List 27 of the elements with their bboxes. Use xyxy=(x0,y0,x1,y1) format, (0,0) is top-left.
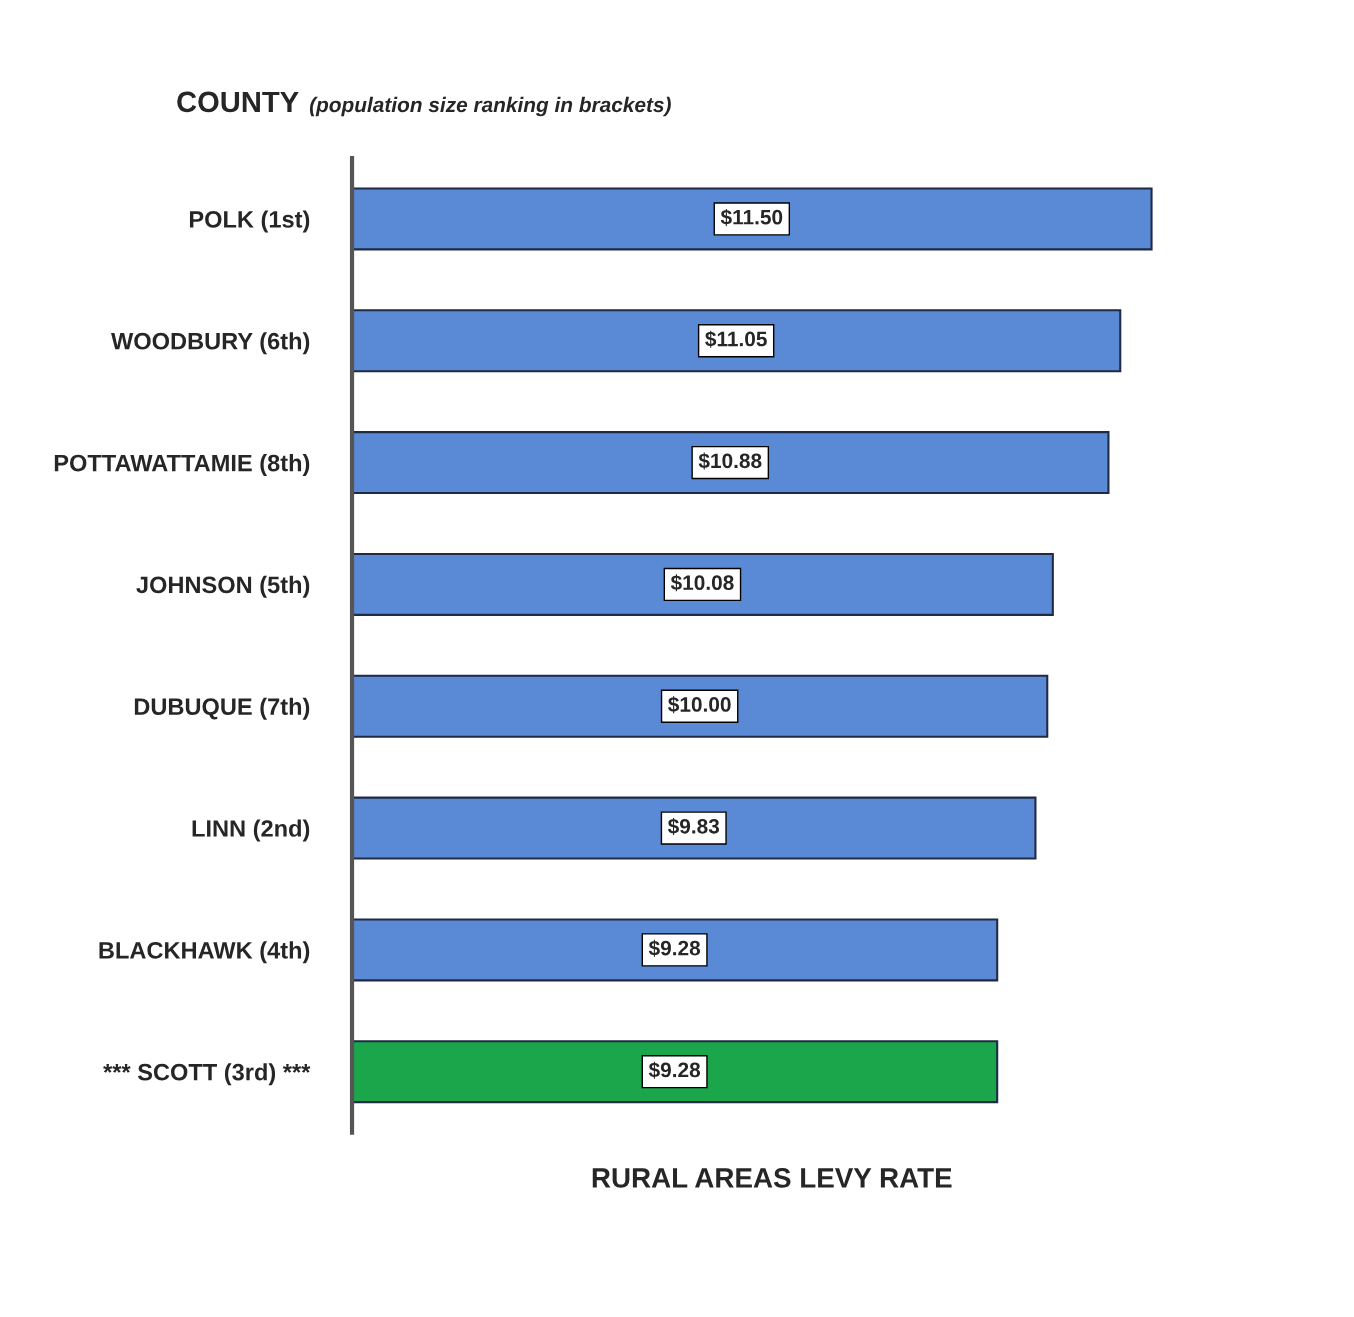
y-tick-label: POLK (1st) xyxy=(189,210,310,233)
y-tick-label: BLACKHAWK (4th) xyxy=(99,941,310,964)
data-label: $10.88 xyxy=(698,452,762,470)
bar xyxy=(352,918,999,982)
bar xyxy=(352,431,1110,495)
bar xyxy=(352,796,1037,860)
bar xyxy=(352,1040,999,1104)
bar xyxy=(352,187,1153,251)
x-axis-title: RURAL AREAS LEVY RATE xyxy=(592,1168,952,1188)
y-tick-label: WOODBURY (6th) xyxy=(111,332,310,355)
data-label: $10.08 xyxy=(670,574,734,592)
data-label: $11.05 xyxy=(705,330,767,348)
data-label: $10.00 xyxy=(668,696,731,714)
y-tick-label: DUBUQUE (7th) xyxy=(134,697,310,720)
y-tick-label: *** SCOTT (3rd) *** xyxy=(103,1063,311,1086)
data-label: $9.28 xyxy=(648,939,701,957)
y-tick-label: POTTAWATTAMIE (8th) xyxy=(54,454,310,477)
data-label: $11.50 xyxy=(720,208,783,226)
chart-title: COUNTY xyxy=(177,91,299,113)
chart-subtitle: (population size ranking in brackets) xyxy=(309,96,671,117)
bar xyxy=(352,674,1049,738)
bar xyxy=(352,309,1122,373)
data-label: $9.83 xyxy=(667,817,720,835)
bar xyxy=(352,552,1054,616)
y-tick-label: LINN (2nd) xyxy=(192,819,310,842)
data-label: $9.28 xyxy=(648,1061,701,1079)
y-tick-label: JOHNSON (5th) xyxy=(136,575,310,598)
